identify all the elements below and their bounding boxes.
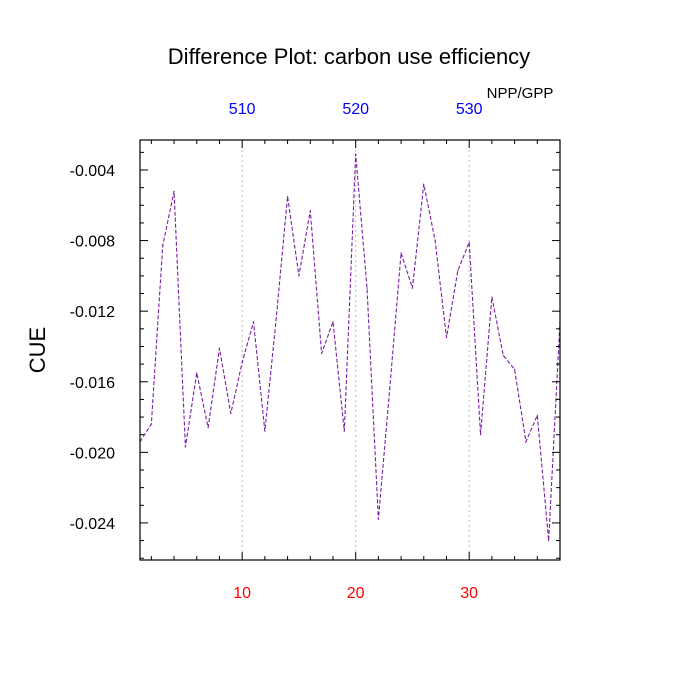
data-point	[423, 183, 425, 185]
units-label: NPP/GPP	[487, 85, 554, 102]
y-tick-label: -0.008	[70, 234, 115, 251]
data-point	[548, 539, 550, 542]
data-point	[218, 347, 221, 349]
data-point	[286, 195, 289, 198]
data-point	[434, 239, 436, 242]
data-series	[139, 153, 561, 542]
data-point	[491, 296, 493, 298]
x-tick-label-top: 520	[342, 101, 369, 118]
data-point	[309, 209, 311, 212]
data-point	[321, 352, 323, 355]
data-point	[241, 361, 243, 363]
data-point	[411, 287, 414, 289]
data-point	[173, 190, 175, 192]
data-point	[298, 275, 300, 277]
data-point	[479, 434, 482, 436]
y-tick-label: -0.004	[70, 163, 115, 180]
data-point	[355, 153, 357, 155]
data-point	[468, 241, 470, 243]
data-point	[377, 518, 379, 521]
data-point	[513, 368, 516, 371]
x-tick-label-bottom: 20	[347, 585, 365, 602]
tick-labels: -0.004 -0.008 -0.012 -0.016 -0.020 -0.024 10 20…	[70, 101, 483, 602]
y-axis-label: CUE	[25, 327, 50, 373]
x-tick-label-top: 530	[456, 101, 483, 118]
plot-frame	[139, 139, 561, 561]
data-point	[275, 317, 277, 319]
x-tick-label-top: 510	[229, 101, 256, 118]
data-point	[343, 430, 345, 432]
y-tick-label: -0.016	[70, 375, 115, 392]
x-tick-label-bottom: 10	[233, 585, 251, 602]
data-point	[196, 372, 198, 374]
data-point	[400, 252, 402, 254]
data-point	[230, 412, 232, 415]
x-gridlines	[241, 140, 470, 560]
data-point	[184, 446, 187, 448]
series-line	[139, 154, 561, 541]
data-point	[252, 321, 255, 323]
y-tick-label: -0.024	[70, 516, 115, 533]
data-point	[207, 427, 209, 429]
data-point	[457, 269, 459, 272]
axes	[139, 139, 561, 561]
y-tick-label: -0.020	[70, 445, 115, 462]
data-point	[162, 245, 164, 247]
data-point	[332, 321, 334, 323]
data-point	[389, 388, 391, 390]
data-point	[502, 354, 504, 356]
data-point	[150, 423, 152, 425]
data-point	[525, 441, 527, 443]
data-point	[445, 337, 448, 339]
y-tick-label: -0.012	[70, 304, 115, 321]
data-point	[264, 430, 266, 432]
x-tick-label-bottom: 30	[460, 585, 478, 602]
data-point	[536, 414, 538, 416]
data-point	[366, 287, 368, 289]
chart-title: Difference Plot: carbon use efficiency	[168, 44, 530, 69]
